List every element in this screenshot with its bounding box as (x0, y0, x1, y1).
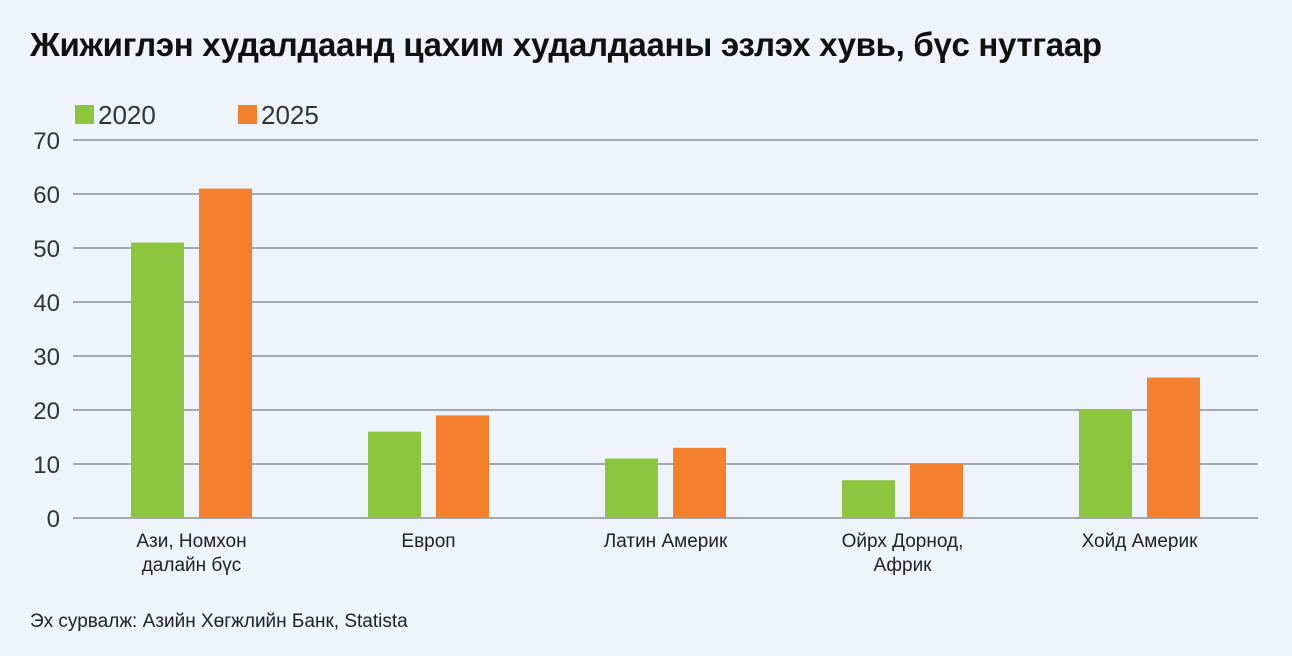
bar-2025-2 (673, 447, 726, 518)
bar-2020-3 (842, 480, 895, 518)
x-tick-label: Европ (401, 531, 455, 552)
x-tick-label: Хойд Америк (1082, 531, 1198, 552)
y-tick-label: 40 (33, 290, 60, 317)
y-tick-label: 60 (33, 182, 60, 209)
y-tick-label: 70 (33, 128, 60, 155)
bar-2025-0 (199, 188, 252, 518)
legend-swatch-2020 (75, 105, 94, 124)
y-tick-label: 10 (33, 452, 60, 479)
y-tick-label: 0 (47, 506, 60, 533)
legend-swatch-2025 (238, 105, 257, 124)
legend-label-2020: 2020 (98, 100, 156, 130)
bar-2025-4 (1147, 377, 1200, 518)
y-tick-label: 20 (33, 398, 60, 425)
x-tick-label: Африк (873, 555, 932, 576)
source-note: Эх сурвалж: Азийн Хөгжлийн Банк, Statist… (30, 611, 408, 632)
x-tick-label: далайн бүс (142, 555, 242, 576)
x-tick-label: Ази, Номхон (136, 531, 246, 552)
bar-2025-3 (910, 464, 963, 518)
legend-label-2025: 2025 (261, 100, 319, 130)
x-tick-label: Ойрх Дорнод, (842, 531, 964, 552)
chart-title: Жижиглэн худалдаанд цахим худалдааны эзл… (30, 26, 1102, 63)
bar-2025-1 (436, 415, 489, 518)
bar-2020-2 (605, 458, 658, 518)
bar-2020-1 (368, 431, 421, 518)
bar-2020-4 (1079, 410, 1132, 518)
y-tick-label: 30 (33, 344, 60, 371)
y-tick-label: 50 (33, 236, 60, 263)
x-tick-label: Латин Америк (604, 531, 728, 552)
bar-2020-0 (131, 242, 184, 518)
